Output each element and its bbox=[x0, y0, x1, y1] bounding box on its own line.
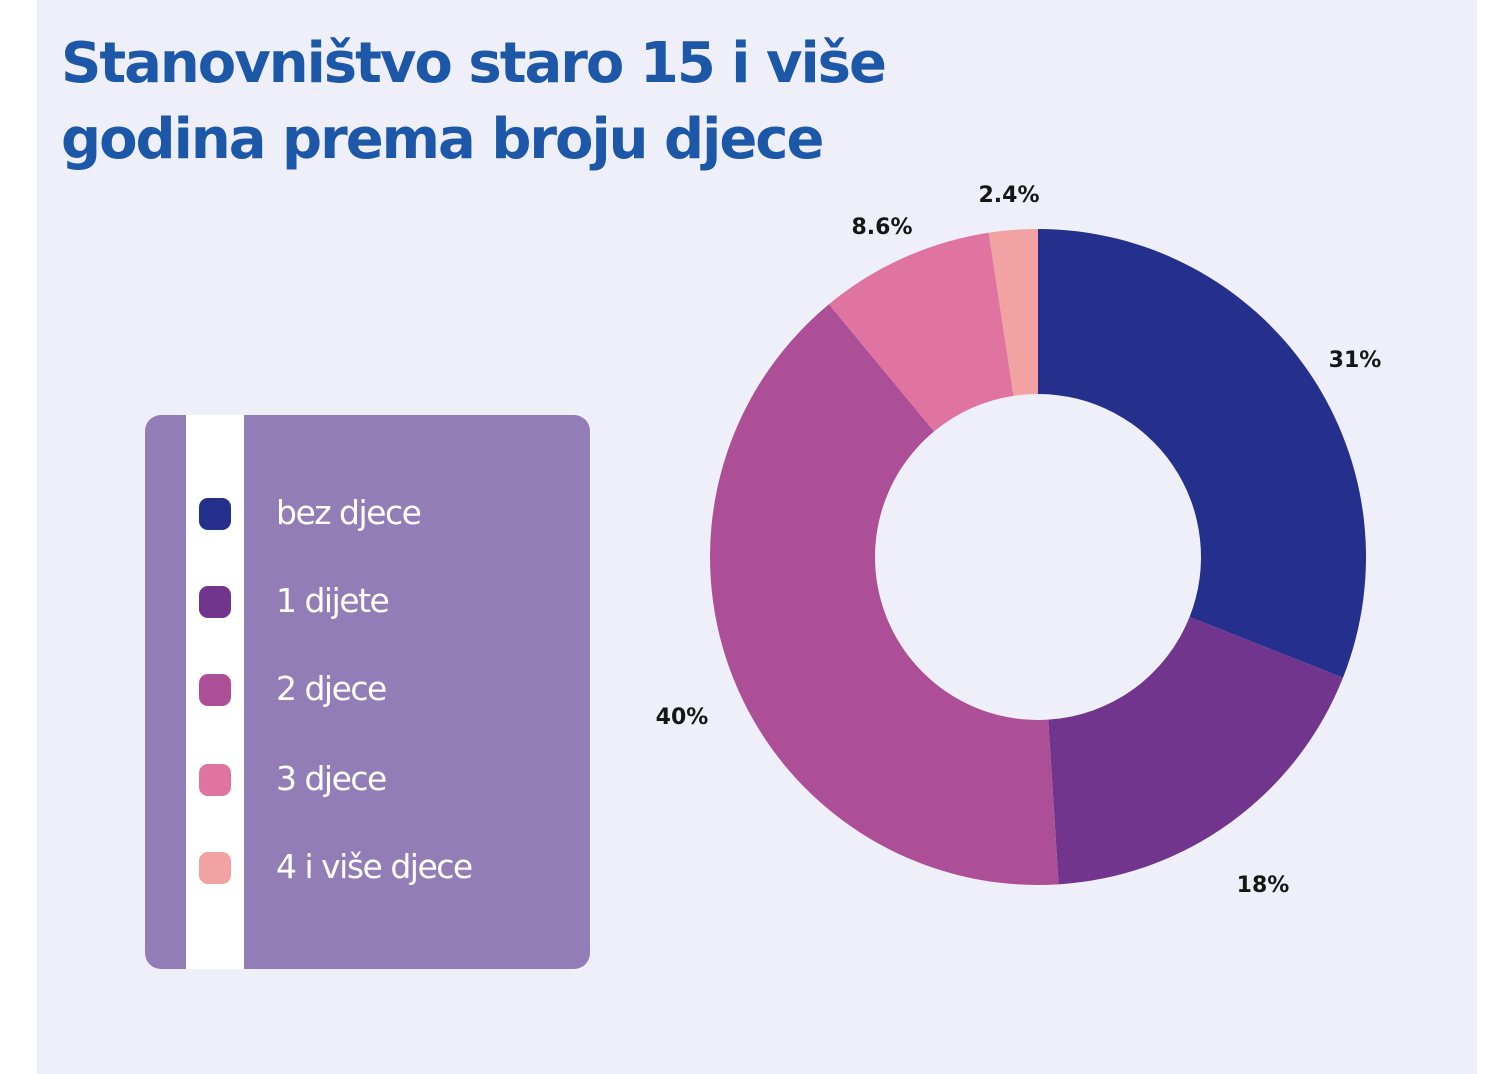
chart-title: Stanovništvo staro 15 i više godina prem… bbox=[61, 31, 887, 172]
legend-label: 3 djece bbox=[276, 759, 387, 798]
data-label: 40% bbox=[656, 705, 709, 730]
legend-item: 2 djece bbox=[145, 661, 590, 721]
legend-item: 4 i više djece bbox=[145, 839, 590, 899]
legend-item: 3 djece bbox=[145, 751, 590, 811]
data-label: 18% bbox=[1237, 873, 1290, 898]
legend-label: 2 djece bbox=[276, 669, 387, 708]
legend-swatch bbox=[199, 764, 231, 796]
donut-slice bbox=[1048, 617, 1343, 885]
donut-slice bbox=[828, 232, 1014, 432]
donut-chart: 31% 18% 40% 8.6% 2.4% bbox=[656, 183, 1382, 898]
donut-slice bbox=[1038, 229, 1366, 678]
legend-item: 1 dijete bbox=[145, 573, 590, 633]
data-label: 8.6% bbox=[851, 215, 912, 240]
legend: bez djece 1 dijete 2 djece 3 djece 4 i više … bbox=[145, 415, 590, 969]
legend-swatch bbox=[199, 852, 231, 884]
legend-label: 1 dijete bbox=[276, 581, 390, 620]
data-label: 31% bbox=[1329, 348, 1382, 373]
legend-item: bez djece bbox=[145, 485, 590, 545]
legend-swatch bbox=[199, 674, 231, 706]
data-label: 2.4% bbox=[978, 183, 1039, 208]
donut-slice bbox=[988, 229, 1038, 396]
legend-label: bez djece bbox=[276, 493, 422, 532]
legend-swatch bbox=[199, 586, 231, 618]
legend-swatch bbox=[199, 498, 231, 530]
infographic-page: Stanovništvo staro 15 i više godina prem… bbox=[37, 0, 1477, 1074]
legend-label: 4 i više djece bbox=[276, 847, 473, 886]
donut-slice bbox=[710, 304, 1059, 885]
